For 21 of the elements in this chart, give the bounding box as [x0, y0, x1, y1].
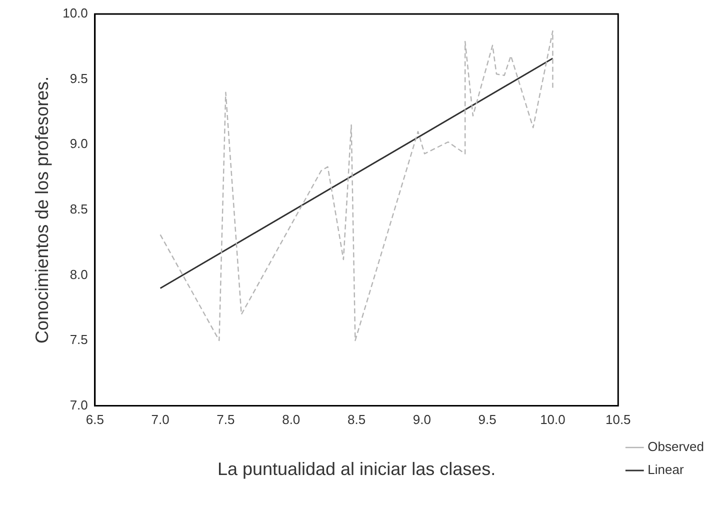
- legend-label: Observed: [648, 439, 704, 454]
- legend-label: Linear: [648, 462, 684, 478]
- x-tick-label: 6.5: [86, 412, 104, 428]
- x-tick-label: 9.5: [478, 412, 496, 428]
- y-tick-label: 7.5: [70, 332, 88, 348]
- y-tick-label: 7.0: [70, 397, 88, 412]
- y-tick-label: 9.5: [70, 70, 88, 86]
- x-axis-title: La puntualidad al iniciar las clases.: [217, 459, 496, 480]
- y-tick-label: 9.0: [70, 136, 88, 152]
- x-tick-label: 8.0: [282, 412, 300, 428]
- y-tick-label: 10.0: [62, 6, 88, 21]
- x-tick-label: 10.0: [540, 412, 566, 428]
- x-tick-label: 7.0: [151, 412, 170, 428]
- y-tick-label: 8.5: [70, 201, 88, 216]
- x-tick-label: 10.5: [605, 412, 631, 428]
- x-tick-label: 7.5: [216, 412, 235, 428]
- line-series: [160, 30, 554, 342]
- y-tick-label: 8.0: [70, 266, 88, 282]
- y-axis-title: Conocimientos de los profesores.: [32, 76, 52, 344]
- x-tick-label: 8.5: [347, 412, 366, 428]
- x-tick-label: 9.0: [412, 412, 431, 428]
